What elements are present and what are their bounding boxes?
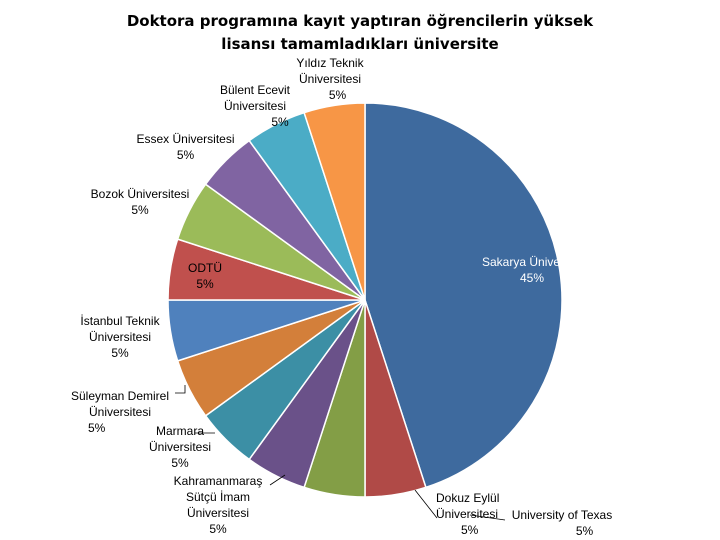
slice-label-sakarya: Sakarya Üniversitesi 45% — [482, 255, 592, 285]
slice-label-bozok: Bozok Üniversitesi 5% — [90, 187, 190, 217]
pie-slice-yildiz-teknik-universitesi — [303, 102, 366, 301]
slice-label-bulent-ecevit: Bülent Ecevit Üniversitesi 5% — [219, 83, 291, 129]
chart-title: Doktora programına kayıt yaptıran öğrenc… — [126, 12, 594, 53]
slice-label-istanbul-teknik: İstanbul Teknik Üniversitesi 5% — [80, 314, 160, 360]
leader-kahramanmaras — [269, 474, 286, 486]
slice-label-texas: University of Texas 5% — [511, 508, 613, 538]
slice-label-suleyman-demirel: Süleyman Demirel Üniversitesi 5% — [70, 389, 170, 435]
slice-label-odtu: ODTÜ 5% — [188, 261, 222, 291]
slice-label-essex: Essex Üniversitesi 5% — [136, 132, 235, 162]
leader-texas — [469, 514, 506, 521]
slice-label-kahramanmaras: Kahramanmaraş Sütçü İmam Üniversitesi 5% — [173, 474, 263, 536]
slice-label-dokuz-eylul: Dokuz Eylül Üniversitesi 5% — [436, 491, 500, 537]
leader-dokuz-eylul — [414, 489, 438, 519]
pie-slice-sakarya-universitesi — [364, 102, 563, 489]
slice-label-yildiz-teknik: Yıldız Teknik Üniversitesi 5% — [296, 56, 364, 102]
slice-label-marmara: Marmara Üniversitesi 5% — [148, 424, 211, 470]
leader-suleyman — [175, 385, 186, 394]
